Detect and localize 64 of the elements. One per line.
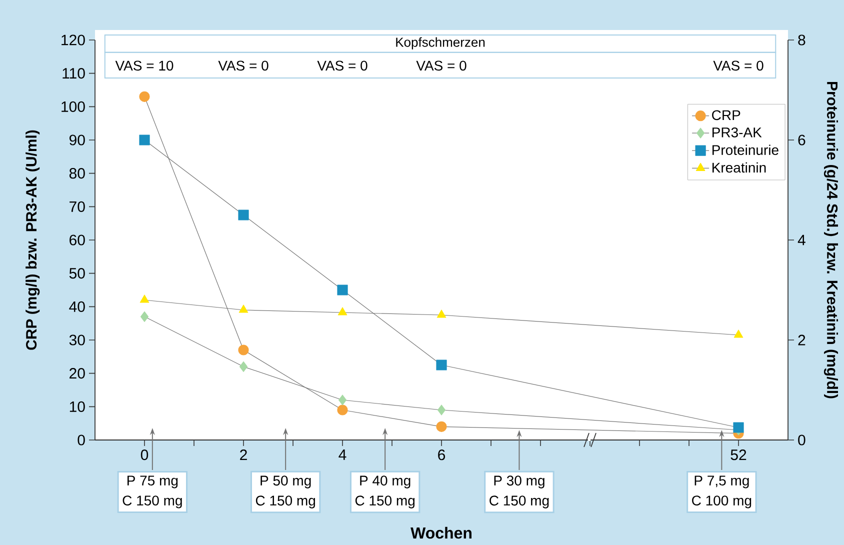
point <box>734 330 744 338</box>
annotation: VAS = 0 <box>416 60 466 71</box>
point <box>338 394 347 406</box>
y-tick-label: 60 <box>70 234 85 246</box>
y2-tick-label: 2 <box>798 334 806 346</box>
text: P 50 mg <box>260 476 311 488</box>
y-tick-label: 100 <box>62 101 85 112</box>
y-tick-label: 0 <box>78 434 85 446</box>
x-tick-label: 4 <box>338 450 346 460</box>
point <box>238 210 249 220</box>
point <box>436 310 446 318</box>
point <box>139 134 150 146</box>
text: C 100 mg <box>692 496 752 508</box>
legend-label: Proteinurie <box>712 144 778 155</box>
x-tick-label: 52 <box>730 450 746 460</box>
legend-label: PR3-AK <box>712 127 762 138</box>
x-tick-label: 0 <box>140 450 148 460</box>
annotation: VAS = 0 <box>317 60 368 71</box>
y-tick-label: 20 <box>70 368 85 379</box>
y-tick-label: 10 <box>70 401 85 412</box>
legend-label: CRP <box>712 110 740 120</box>
point <box>338 307 348 316</box>
y2-tick-label: 0 <box>798 434 806 446</box>
y-tick-label: 70 <box>70 201 85 212</box>
point <box>733 422 744 433</box>
point <box>140 311 149 322</box>
annotation: VAS = 10 <box>115 60 174 71</box>
point <box>436 421 447 432</box>
x-tick-label: 2 <box>240 450 247 460</box>
text: C 150 mg <box>490 496 549 508</box>
x-axis-title: Wochen <box>410 526 472 539</box>
y2-axis-title: Proteinurie (g/24 Std.) bzw. Kreatinin (mg/dl) <box>824 82 838 398</box>
point <box>140 294 150 303</box>
legend-label: Kreatinin <box>712 162 766 173</box>
text: C 150 mg <box>355 496 415 508</box>
text: P 75 mg <box>128 476 178 488</box>
text: P 40 mg <box>360 476 410 488</box>
annotation: VAS = 0 <box>713 60 764 71</box>
point <box>337 404 348 416</box>
point <box>436 360 447 370</box>
y-tick-label: 30 <box>69 334 85 346</box>
annotation: VAS = 0 <box>218 60 268 71</box>
point <box>139 91 150 102</box>
y-tick-label: 40 <box>69 301 85 312</box>
y-axis-title: CRP (mg/l) bzw. PR3-AK (U/ml) <box>26 130 40 350</box>
annotation: Kopfschmerzen <box>396 37 485 50</box>
point <box>238 304 248 313</box>
y2-tick-label: 6 <box>798 134 806 146</box>
point <box>437 404 446 416</box>
x-tick-label: 6 <box>438 450 446 460</box>
y2-tick-label: 8 <box>798 34 806 46</box>
text: C 150 mg <box>122 496 182 508</box>
y-tick-label: 50 <box>69 268 85 279</box>
annotation: P 7,5 mg <box>694 476 749 488</box>
annotation: P 30 mg <box>494 476 544 488</box>
point <box>238 344 249 356</box>
point <box>239 361 248 372</box>
y-tick-label: 90 <box>70 134 85 146</box>
y-tick-label: 110 <box>62 68 85 79</box>
point <box>337 284 348 296</box>
y2-tick-label: 4 <box>798 234 806 246</box>
y-tick-label: 120 <box>62 34 85 46</box>
text: C 150 mg <box>256 496 316 508</box>
y-tick-label: 80 <box>69 168 85 179</box>
